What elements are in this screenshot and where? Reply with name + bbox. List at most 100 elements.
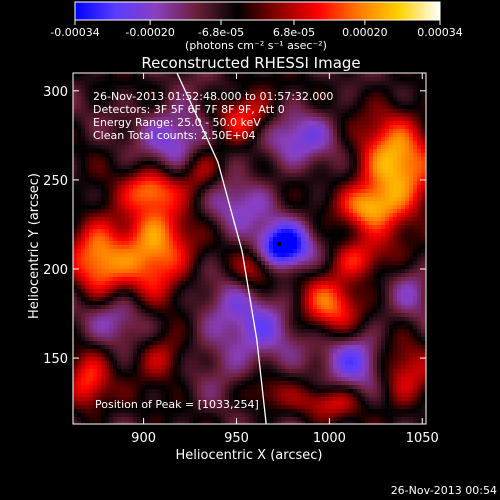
heatmap-cell [193,329,198,334]
heatmap-cell [229,397,234,402]
heatmap-cell [133,93,138,98]
heatmap-cell [149,149,154,154]
heatmap-cell [177,325,182,330]
heatmap-cell [81,121,86,126]
heatmap-cell [253,261,258,266]
heatmap-cell [197,213,202,218]
heatmap-cell [153,209,158,214]
heatmap-cell [109,321,114,326]
heatmap-cell [177,101,182,106]
heatmap-cell [169,73,174,78]
heatmap-cell [205,389,210,394]
heatmap-cell [241,213,246,218]
heatmap-cell [117,329,122,334]
heatmap-cell [197,389,202,394]
heatmap-cell [161,89,166,94]
heatmap-cell [169,241,174,246]
heatmap-cell [189,121,194,126]
heatmap-cell [129,261,134,266]
heatmap-cell [89,181,94,186]
heatmap-cell [93,97,98,102]
heatmap-cell [269,85,274,90]
heatmap-cell [73,345,78,350]
heatmap-cell [257,153,262,158]
heatmap-cell [229,405,234,410]
heatmap-cell [293,157,298,162]
heatmap-cell [145,421,150,424]
heatmap-cell [289,297,294,302]
heatmap-cell [121,165,126,170]
heatmap-cell [93,77,98,82]
heatmap-cell [197,393,202,398]
heatmap-cell [201,293,206,298]
heatmap-cell [105,317,110,322]
heatmap-cell [269,401,274,406]
heatmap-cell [105,289,110,294]
heatmap-cell [257,397,262,402]
heatmap-cell [249,261,254,266]
heatmap-cell [193,205,198,210]
heatmap-cell [241,305,246,310]
heatmap-cell [185,193,190,198]
colorbar-tick-label: -6.8e-05 [198,26,244,39]
heatmap-cell [233,301,238,306]
heatmap-cell [177,205,182,210]
heatmap-cell [113,165,118,170]
heatmap-cell [165,365,170,370]
heatmap-cell [185,345,190,350]
heatmap-cell [209,409,214,414]
heatmap-cell [225,145,230,150]
heatmap-cell [185,73,190,78]
heatmap-cell [245,301,250,306]
heatmap-cell [193,181,198,186]
heatmap-cell [77,325,82,330]
heatmap-cell [165,97,170,102]
heatmap-cell [73,265,78,270]
heatmap-cell [109,305,114,310]
heatmap-cell [281,217,286,222]
heatmap-cell [217,149,222,154]
heatmap-cell [257,393,262,398]
heatmap-cell [205,81,210,86]
heatmap-cell [293,189,298,194]
heatmap-cell [121,229,126,234]
heatmap-cell [165,301,170,306]
heatmap-cell [149,249,154,254]
heatmap-cell [117,81,122,86]
heatmap-cell [229,177,234,182]
heatmap-cell [153,149,158,154]
heatmap-cell [149,377,154,382]
heatmap-cell [81,337,86,342]
heatmap-cell [81,81,86,86]
heatmap-cell [189,233,194,238]
heatmap-cell [297,141,302,146]
heatmap-cell [225,349,230,354]
heatmap-cell [277,97,282,102]
heatmap-cell [229,165,234,170]
heatmap-cell [81,313,86,318]
heatmap-cell [81,213,86,218]
heatmap-cell [81,385,86,390]
heatmap-cell [269,213,274,218]
heatmap-cell [265,249,270,254]
heatmap-cell [177,361,182,366]
heatmap-cell [261,157,266,162]
heatmap-cell [169,125,174,130]
heatmap-cell [293,117,298,122]
heatmap-cell [241,85,246,90]
heatmap-cell [201,337,206,342]
heatmap-cell [77,261,82,266]
heatmap-cell [225,345,230,350]
heatmap-cell [89,221,94,226]
heatmap-cell [161,369,166,374]
heatmap-cell [217,381,222,386]
heatmap-cell [225,189,230,194]
heatmap-cell [137,365,142,370]
heatmap-cell [273,81,278,86]
heatmap-cell [205,313,210,318]
heatmap-cell [193,153,198,158]
heatmap-cell [257,81,262,86]
heatmap-cell [269,77,274,82]
heatmap-cell [193,213,198,218]
heatmap-cell [185,125,190,130]
